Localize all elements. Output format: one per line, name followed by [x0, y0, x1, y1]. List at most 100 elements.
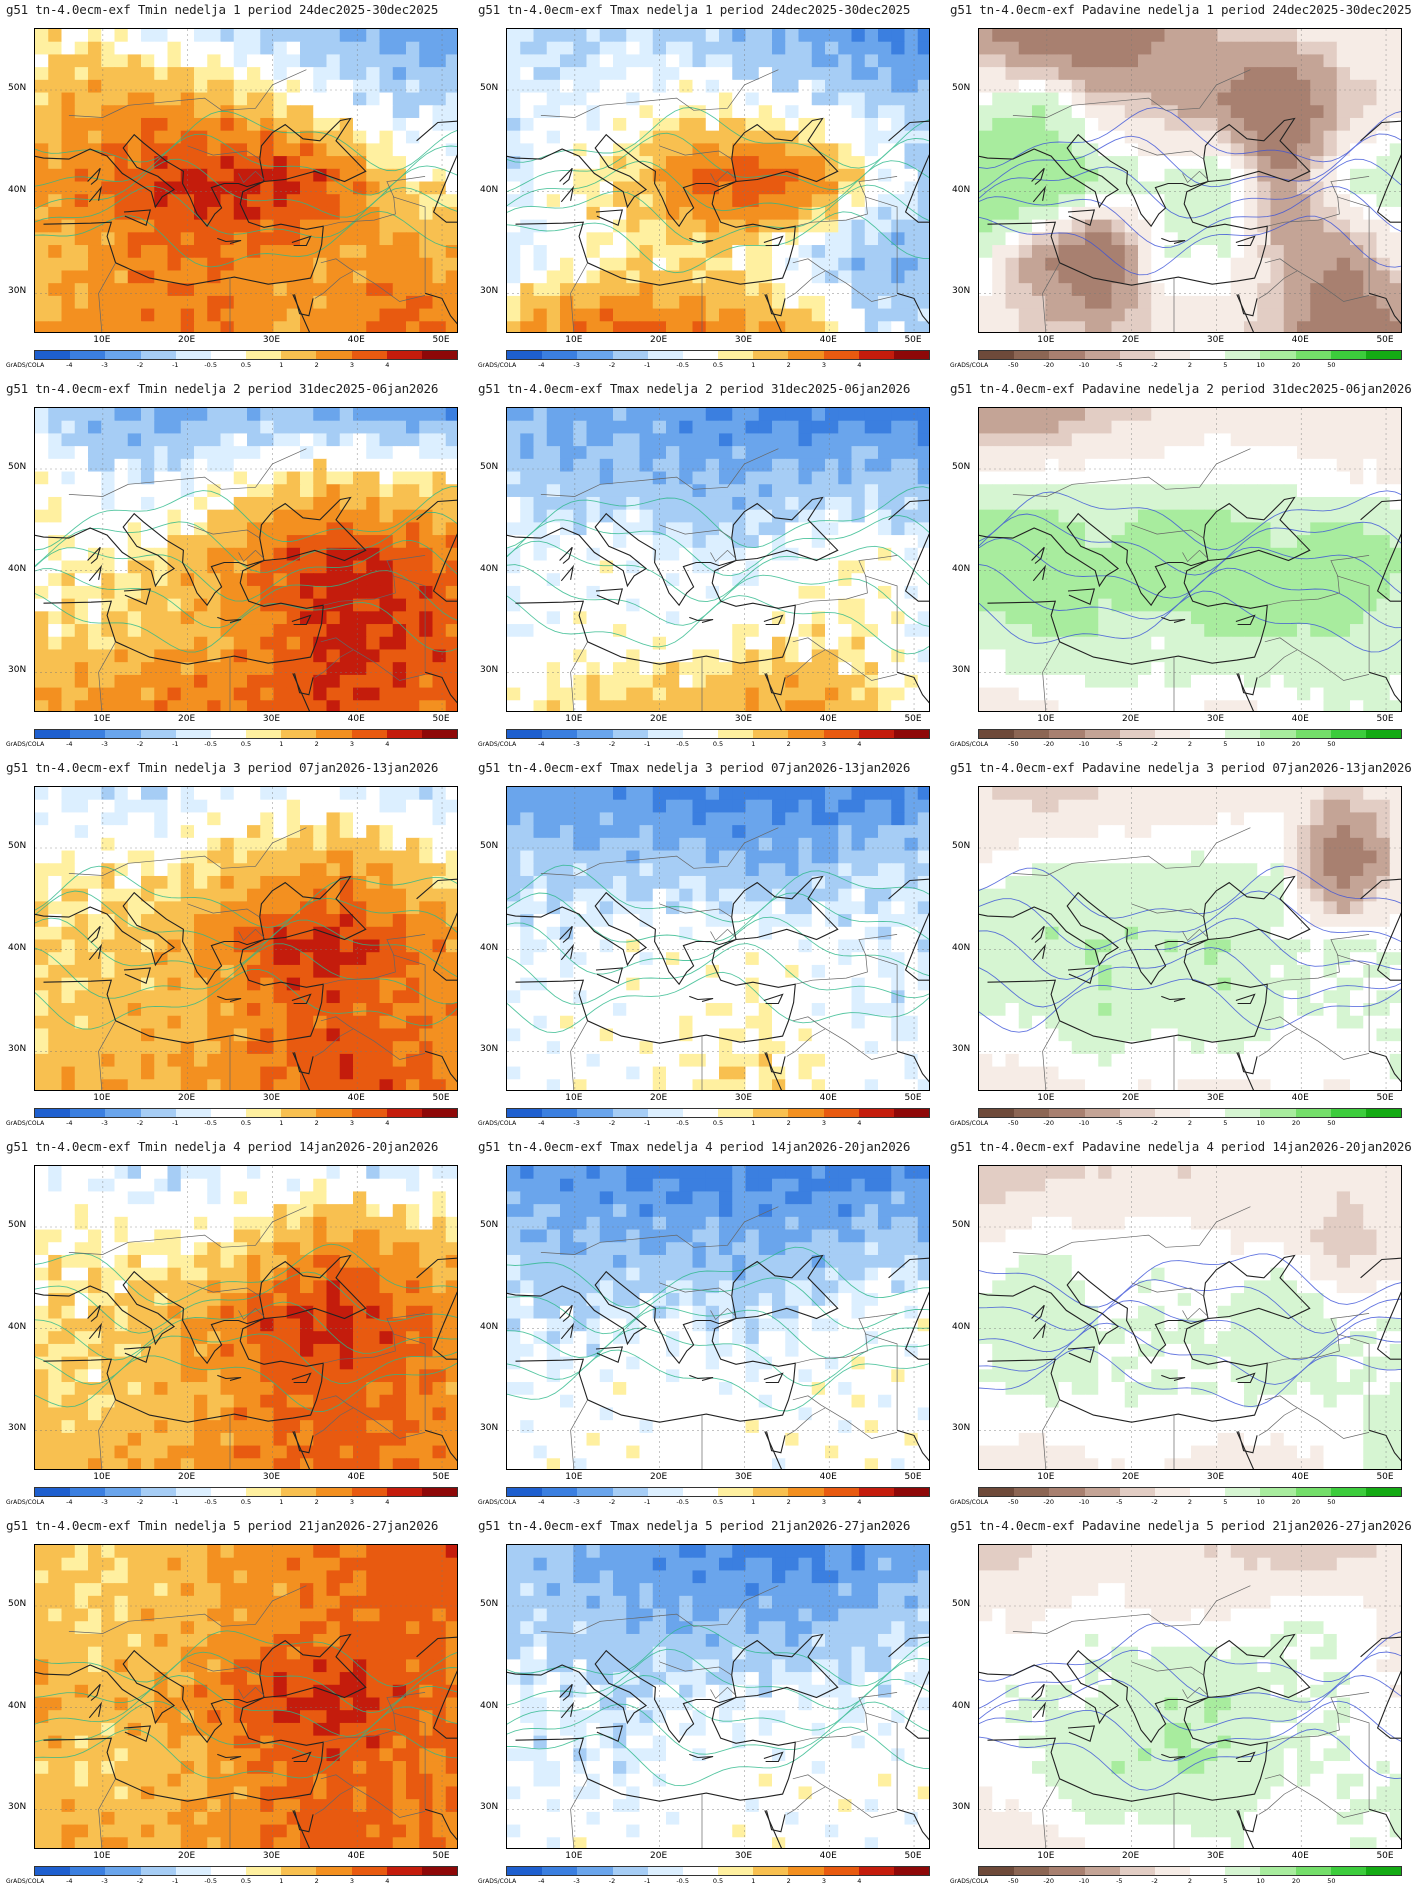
anomaly-cell — [127, 433, 142, 447]
anomaly-cell — [1376, 611, 1391, 625]
anomaly-cell — [233, 283, 248, 297]
anomaly-cell — [705, 496, 720, 511]
anomaly-cell — [811, 585, 826, 600]
anomaly-cell — [1138, 308, 1152, 322]
anomaly-cell — [1270, 194, 1285, 208]
anomaly-cell — [979, 458, 993, 473]
anomaly-cell — [220, 611, 235, 625]
colorbar-swatch — [788, 730, 824, 738]
anomaly-cell — [626, 674, 641, 689]
anomaly-cell — [220, 496, 235, 511]
anomaly-cell — [1177, 283, 1192, 297]
anomaly-cell — [48, 471, 63, 485]
anomaly-cell — [1151, 41, 1166, 56]
anomaly-cell — [445, 219, 457, 233]
anomaly-cell — [560, 232, 574, 246]
anomaly-cell — [586, 433, 601, 447]
graticule — [979, 408, 1401, 711]
anomaly-cell — [992, 130, 1007, 144]
anomaly-cell — [891, 624, 906, 638]
anomaly-cell — [445, 636, 457, 651]
anomaly-cell — [613, 408, 627, 422]
anomaly-cell — [785, 471, 800, 485]
anomaly-cell — [1005, 636, 1020, 651]
anomaly-cell — [1098, 496, 1113, 511]
anomaly-cell — [1336, 92, 1351, 106]
anomaly-cell — [1389, 484, 1401, 498]
anomaly-cell — [154, 79, 169, 94]
anomaly-cell — [798, 509, 813, 523]
anomaly-cell — [1389, 321, 1401, 332]
anomaly-cell — [233, 143, 248, 157]
anomaly-cell — [891, 67, 906, 81]
anomaly-cell — [392, 29, 407, 43]
anomaly-cell — [1164, 257, 1179, 272]
anomaly-cell — [1204, 611, 1219, 625]
anomaly-cell — [719, 700, 733, 711]
anomaly-cell — [445, 232, 457, 246]
anomaly-cell — [273, 79, 288, 94]
anomaly-cell — [1151, 687, 1166, 701]
anomaly-cell — [61, 41, 76, 56]
anomaly-cell — [758, 54, 773, 68]
anomaly-cell — [61, 687, 76, 701]
anomaly-cell — [1045, 54, 1060, 68]
anomaly-cell — [1164, 662, 1179, 676]
anomaly-cell — [61, 308, 76, 322]
anomaly-cell — [445, 573, 457, 587]
anomaly-cell — [507, 636, 521, 651]
anomaly-cell — [1270, 496, 1285, 511]
anomaly-cell — [891, 219, 906, 233]
anomaly-cell — [35, 598, 49, 612]
anomaly-cell — [1111, 585, 1126, 600]
anomaly-cell — [798, 79, 813, 94]
anomaly-cell — [878, 433, 892, 447]
anomaly-cell — [1350, 535, 1364, 549]
anomaly-cell — [520, 496, 535, 511]
anomaly-cell — [1310, 547, 1325, 562]
anomaly-cell — [35, 535, 49, 549]
anomaly-cell — [260, 206, 275, 221]
anomaly-cell — [679, 484, 694, 498]
anomaly-cell — [1071, 168, 1086, 183]
anomaly-cell — [705, 219, 720, 233]
anomaly-cell — [573, 674, 588, 689]
anomaly-cell — [1230, 408, 1245, 422]
anomaly-cell — [811, 295, 826, 310]
anomaly-cell — [1230, 433, 1245, 447]
anomaly-cell — [573, 321, 588, 332]
anomaly-cell — [1230, 67, 1245, 81]
anomaly-cell — [758, 283, 773, 297]
anomaly-cell — [586, 29, 601, 43]
anomaly-cell — [1376, 433, 1391, 447]
anomaly-cell — [1177, 687, 1192, 701]
anomaly-cell — [520, 420, 535, 435]
anomaly-cell — [1323, 662, 1338, 676]
anomaly-cell — [811, 624, 826, 638]
colorbar — [34, 729, 458, 739]
anomaly-cell — [825, 408, 839, 422]
anomaly-cell — [785, 522, 800, 536]
anomaly-cell — [1204, 573, 1219, 587]
anomaly-cell — [1191, 168, 1205, 183]
panel-title: g51 tn-4.0ecm-exf Tmax nedelja 1 period … — [478, 2, 911, 17]
anomaly-cell — [286, 471, 301, 485]
anomaly-cell — [798, 484, 813, 498]
anomaly-cell — [1018, 446, 1033, 460]
anomaly-cell — [1177, 674, 1192, 689]
anomaly-cell — [1071, 308, 1086, 322]
anomaly-cell — [785, 509, 800, 523]
anomaly-cell — [1270, 573, 1285, 587]
anomaly-cell — [154, 433, 169, 447]
anomaly-cell — [1204, 270, 1219, 284]
anomaly-cell — [772, 105, 786, 119]
anomaly-cell — [313, 156, 328, 170]
anomaly-cell — [1217, 585, 1232, 600]
anomaly-cell — [1270, 270, 1285, 284]
anomaly-cell — [692, 662, 707, 676]
anomaly-cell — [878, 420, 892, 435]
anomaly-cell — [1204, 408, 1219, 422]
anomaly-cell — [419, 79, 434, 94]
anomaly-cell — [732, 194, 747, 208]
anomaly-cell — [507, 168, 521, 183]
